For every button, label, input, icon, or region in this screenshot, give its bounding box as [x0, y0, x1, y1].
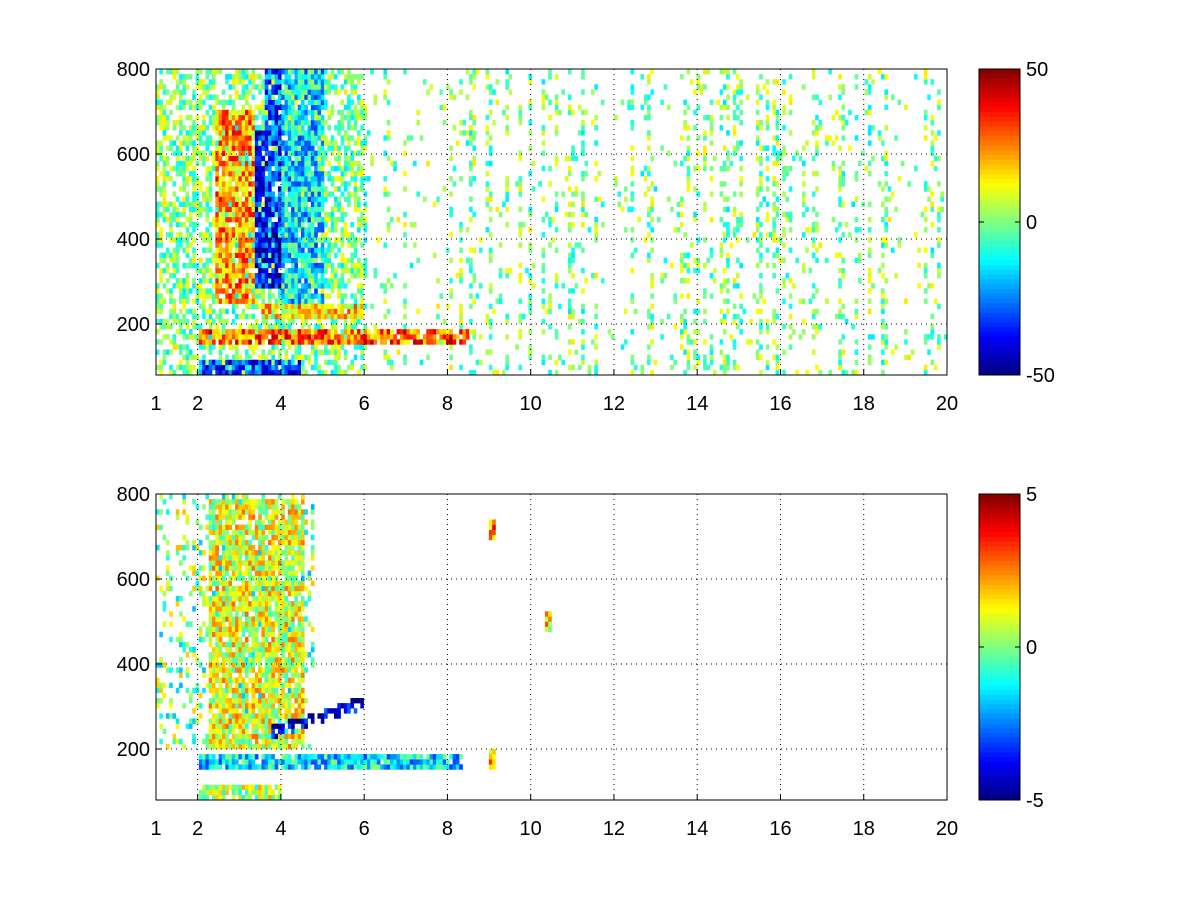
x-tick-label: 18	[853, 393, 875, 415]
x-tick-label: 16	[769, 818, 791, 840]
y-tick-label: 600	[117, 144, 150, 166]
y-tick-label: 200	[117, 314, 150, 336]
colorbar-tick-label: 50	[1026, 59, 1048, 81]
x-tick-label: 2	[192, 393, 203, 415]
heatmap-cells	[156, 494, 552, 801]
colorbar: 50 0 -50	[978, 59, 1055, 387]
x-tick-label: 6	[359, 393, 370, 415]
x-tick-label: 10	[520, 818, 542, 840]
y-tick-label: 400	[117, 229, 150, 251]
x-tick-label: 10	[520, 393, 542, 415]
x-tick-label: 8	[442, 393, 453, 415]
x-tick-label: 8	[442, 818, 453, 840]
x-tick-label: 12	[603, 393, 625, 415]
y-tick-label: 400	[117, 654, 150, 676]
colorbar: 5 0 -5	[978, 484, 1044, 812]
x-tick-label: 20	[936, 393, 958, 415]
x-tick-label: 12	[603, 818, 625, 840]
grid-lines	[156, 69, 947, 375]
x-tick-label: 2	[192, 818, 203, 840]
y-tick-label: 600	[117, 569, 150, 591]
axes-frame	[155, 68, 948, 376]
colorbar-tick-label: 0	[1026, 637, 1037, 659]
x-tick-label: 14	[686, 818, 708, 840]
x-tick-label: 14	[686, 393, 708, 415]
grid-lines	[156, 494, 947, 800]
x-tick-label: 20	[936, 818, 958, 840]
y-tick-label: 800	[117, 484, 150, 506]
y-tick-label: 200	[117, 739, 150, 761]
x-tick-label: 1	[150, 818, 161, 840]
x-tick-label: 1	[150, 393, 161, 415]
x-tick-label: 6	[359, 818, 370, 840]
colorbar-tick-label: 5	[1026, 484, 1037, 506]
y-tick-label: 800	[117, 59, 150, 81]
x-tick-label: 4	[275, 393, 286, 415]
colorbar-tick-label: 0	[1026, 212, 1037, 234]
x-tick-label: 16	[769, 393, 791, 415]
colorbar-tick-label: -50	[1026, 365, 1055, 387]
x-tick-label: 18	[853, 818, 875, 840]
colorbar-tick-label: -5	[1026, 790, 1044, 812]
axes-frame	[155, 493, 948, 801]
x-tick-label: 4	[275, 818, 286, 840]
